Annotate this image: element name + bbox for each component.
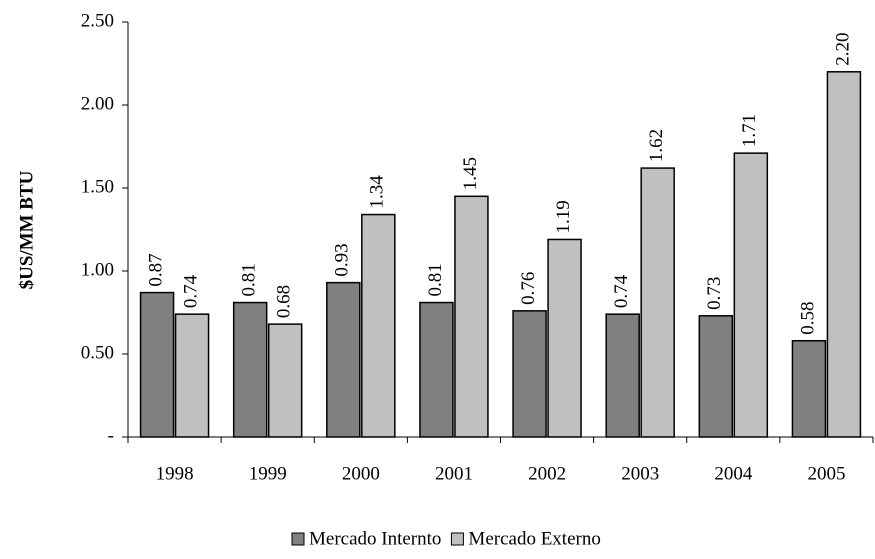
value-label: 0.76 (518, 272, 539, 305)
x-tick-label: 1998 (156, 463, 194, 484)
value-label: 1.34 (367, 175, 388, 209)
value-label: 1.19 (553, 200, 574, 233)
bar (419, 301, 454, 438)
y-tick-label: 0.50 (81, 342, 114, 363)
x-tick-label: 2002 (528, 463, 566, 484)
bar (139, 291, 175, 438)
value-label: 0.87 (145, 253, 166, 286)
bar (232, 301, 268, 438)
bar (547, 238, 582, 438)
bar (733, 152, 769, 438)
bar (791, 339, 827, 438)
x-tick-label: 2003 (621, 463, 659, 484)
value-label: 1.45 (460, 157, 481, 190)
x-tick-label: 2000 (342, 463, 380, 484)
value-label: 0.74 (180, 274, 201, 308)
bar (174, 313, 210, 438)
value-label: 0.73 (704, 277, 725, 310)
bar (512, 310, 547, 438)
bar (605, 313, 640, 438)
value-label: 1.62 (646, 129, 667, 162)
value-label: 0.68 (274, 285, 295, 318)
legend-label: Mercado Externo (468, 528, 600, 549)
value-label: 0.74 (611, 274, 632, 308)
y-tick-label: 1.00 (81, 259, 114, 280)
y-tick-label: 2.00 (81, 93, 114, 114)
legend-swatch (291, 532, 305, 546)
y-tick-label: - (108, 425, 114, 446)
bar (326, 281, 361, 438)
bar (826, 71, 862, 438)
x-tick-label: 2001 (435, 463, 473, 484)
bar (640, 167, 675, 438)
value-label: 0.81 (425, 263, 446, 296)
y-tick-label: 1.50 (81, 176, 114, 197)
y-axis-label: $US/MM BTU (16, 170, 37, 289)
x-tick-label: 2005 (807, 463, 845, 484)
value-label: 0.93 (332, 243, 353, 276)
bar (698, 315, 734, 438)
legend-swatch (450, 532, 464, 546)
y-tick-label: 2.50 (81, 10, 114, 31)
value-label: 2.20 (832, 33, 853, 66)
value-label: 0.58 (797, 301, 818, 334)
value-label: 1.71 (739, 114, 760, 147)
x-tick-label: 2004 (714, 463, 753, 484)
bar (361, 213, 396, 438)
legend-label: Mercado Internto (309, 528, 441, 549)
bar (267, 323, 303, 438)
bar (454, 195, 489, 438)
value-label: 0.81 (239, 263, 260, 296)
x-tick-label: 1999 (249, 463, 287, 484)
